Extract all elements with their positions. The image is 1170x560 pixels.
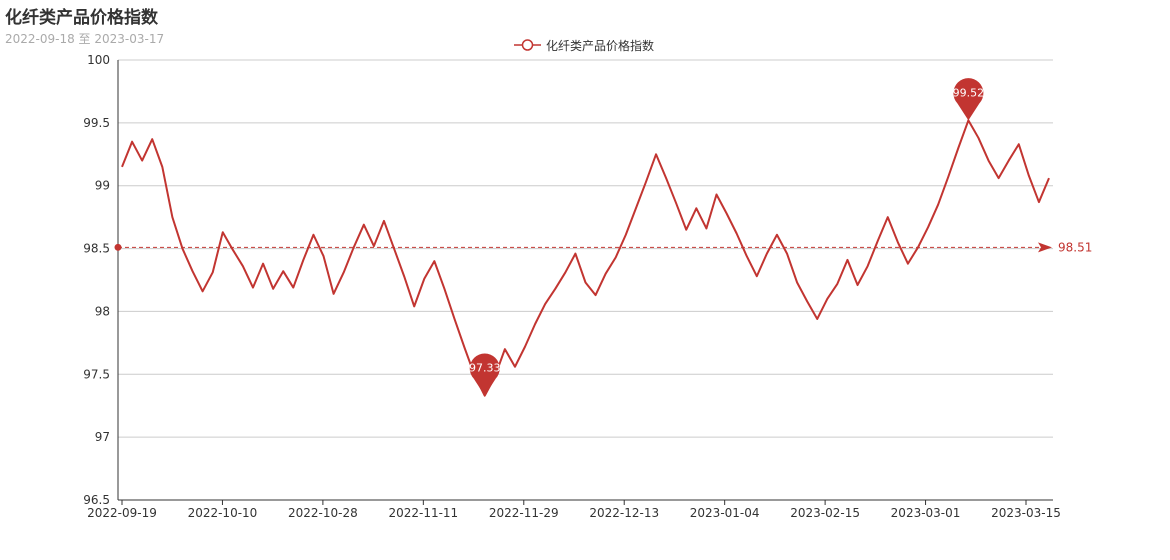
- legend-label: 化纤类产品价格指数: [546, 38, 655, 53]
- mark-point-max: [953, 78, 984, 121]
- x-tick-label: 2022-11-29: [489, 506, 559, 520]
- x-tick-label: 2022-09-19: [87, 506, 157, 520]
- legend-item[interactable]: 化纤类产品价格指数: [514, 36, 654, 54]
- x-tick-label: 2023-03-01: [891, 506, 961, 520]
- chart-subtitle: 2022-09-18 至 2023-03-17: [5, 32, 165, 46]
- x-tick-label: 2023-03-15: [991, 506, 1061, 520]
- mark-point-min-label: 97.33: [469, 362, 501, 375]
- y-tick-label: 100: [87, 53, 110, 67]
- series-line: [121, 119, 1050, 397]
- y-tick-label: 99.5: [83, 116, 110, 130]
- mark-point-max-label: 99.52: [953, 86, 985, 99]
- average-line-label: 98.51: [1058, 240, 1092, 254]
- average-line-arrow: [1038, 242, 1052, 253]
- y-tick-label: 96.5: [83, 493, 110, 507]
- legend-line-icon: [514, 39, 541, 51]
- mark-point-min: [469, 353, 500, 396]
- x-tick-label: 2022-11-11: [388, 506, 458, 520]
- x-tick-label: 2023-02-15: [790, 506, 860, 520]
- x-tick-label: 2022-12-13: [589, 506, 659, 520]
- y-tick-label: 98.5: [83, 242, 110, 256]
- chart-title: 化纤类产品价格指数: [5, 8, 158, 28]
- x-tick-label: 2022-10-28: [288, 506, 358, 520]
- x-tick-label: 2022-10-10: [188, 506, 258, 520]
- y-tick-label: 99: [95, 179, 110, 193]
- y-tick-label: 98: [95, 304, 110, 318]
- y-tick-label: 97.5: [83, 367, 110, 381]
- x-tick-label: 2023-01-04: [690, 506, 760, 520]
- y-tick-label: 97: [95, 430, 110, 444]
